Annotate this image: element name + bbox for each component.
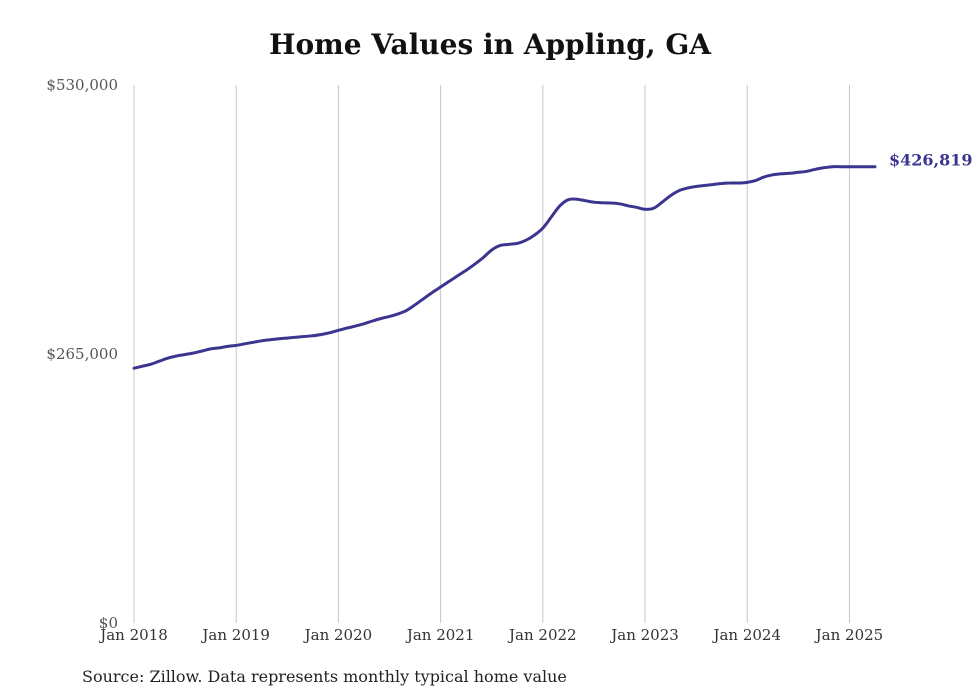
x-tick-label-2025: Jan 2025	[814, 626, 884, 644]
y-tick-label-0: $0	[99, 614, 118, 632]
x-tick-label-2022: Jan 2022	[507, 626, 577, 644]
series-layer: $426,819	[132, 151, 973, 370]
x-tick-label-2018: Jan 2018	[98, 626, 168, 644]
x-tick-label-2019: Jan 2019	[200, 626, 270, 644]
x-tick-label-2023: Jan 2023	[609, 626, 679, 644]
x-tick-label-2020: Jan 2020	[303, 626, 373, 644]
end-value-label: $426,819	[889, 151, 973, 170]
y-tick-label-265000: $265,000	[46, 345, 118, 363]
chart-title: Home Values in Appling, GA	[269, 28, 711, 61]
source-note: Source: Zillow. Data represents monthly …	[82, 667, 567, 686]
series-line	[132, 165, 877, 370]
x-tick-label-2024: Jan 2024	[711, 626, 781, 644]
y-tick-label-530000: $530,000	[46, 76, 118, 94]
gridlines	[133, 85, 850, 623]
x-axis-ticks: Jan 2018 Jan 2019 Jan 2020 Jan 2021 Jan 2022…	[98, 626, 883, 644]
y-axis-ticks: $0 $265,000 $530,000	[46, 76, 118, 632]
x-tick-label-2021: Jan 2021	[405, 626, 475, 644]
